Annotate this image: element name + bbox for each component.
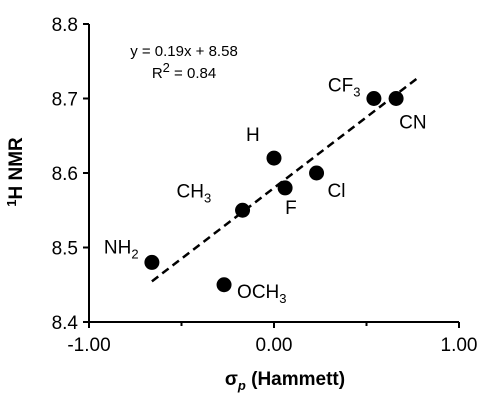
- data-point: [309, 165, 325, 181]
- data-point: [266, 150, 282, 166]
- point-label: CN: [399, 113, 426, 134]
- point-label-subscript: 3: [279, 291, 286, 306]
- x-tick-label: 0.00: [256, 335, 293, 356]
- point-label-name: Cl: [328, 181, 346, 202]
- x-axis-title-subscript: p: [237, 378, 246, 393]
- trendline: [151, 76, 420, 283]
- y-tick-label: 8.5: [52, 239, 78, 260]
- data-point: [388, 91, 404, 106]
- points-layer: [144, 91, 404, 293]
- data-point: [144, 254, 160, 270]
- x-tick-label: -1.00: [67, 335, 110, 356]
- point-label-name: F: [285, 198, 297, 219]
- x-axis-title-rest: (Hammett): [246, 369, 345, 390]
- y-tick-label: 8.8: [52, 15, 78, 36]
- trendline-layer: [151, 76, 420, 283]
- y-axis-title-superscript: 1: [4, 200, 19, 207]
- x-tick-label: 1.00: [441, 335, 478, 356]
- point-label-name: CF: [328, 76, 353, 97]
- r-squared-rest: = 0.84: [170, 65, 216, 82]
- r-squared-superscript: 2: [163, 60, 170, 75]
- data-point: [366, 91, 382, 106]
- x-axis-title-symbol: σ: [225, 369, 238, 390]
- point-label: OCH3: [237, 282, 286, 306]
- y-tick-label: 8.6: [52, 164, 78, 185]
- y-tick-label: 8.4: [52, 313, 79, 334]
- data-point: [277, 180, 293, 196]
- axes-layer: 8.4 8.5 8.6 8.7 8.8 -1.00 0.00 1.00: [52, 15, 478, 356]
- y-axis-title-rest: H NMR: [6, 137, 27, 200]
- r-squared-text: R2 = 0.84: [152, 60, 216, 82]
- point-label-subscript: 3: [353, 85, 360, 100]
- point-label-name: CH: [177, 181, 204, 202]
- point-label-name: OCH: [237, 282, 279, 303]
- data-point: [235, 202, 251, 218]
- point-label-subscript: 3: [204, 190, 211, 205]
- point-label: F: [285, 198, 297, 219]
- point-label-name: NH: [104, 237, 131, 258]
- data-point: [216, 277, 232, 293]
- x-axis-title: σp (Hammett): [225, 369, 345, 393]
- r-squared-prefix: R: [152, 65, 163, 82]
- equation-text: y = 0.19x + 8.58: [130, 43, 238, 60]
- y-axis-title: 1H NMR: [4, 137, 27, 207]
- point-label-name: H: [246, 125, 260, 146]
- point-label-name: CN: [399, 113, 426, 134]
- point-label: H: [246, 125, 260, 146]
- point-label: CF3: [328, 76, 361, 100]
- point-label: Cl: [328, 181, 346, 202]
- point-label: CH3: [177, 181, 212, 205]
- point-label-subscript: 2: [131, 246, 138, 261]
- point-label: NH2: [104, 237, 139, 261]
- y-tick-label: 8.7: [52, 90, 78, 111]
